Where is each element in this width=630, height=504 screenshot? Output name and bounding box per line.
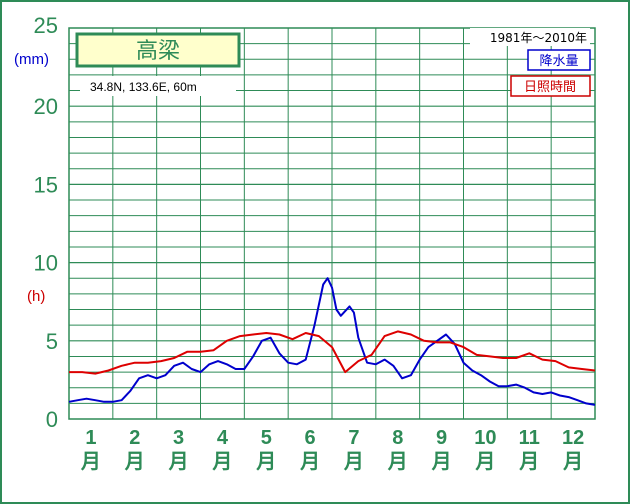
y-tick-label: 0 (46, 407, 58, 432)
x-tick-suffix: 月 (80, 449, 101, 473)
x-tick-suffix: 月 (474, 449, 495, 473)
x-tick-suffix: 月 (168, 449, 189, 473)
x-tick-label: 1 (85, 427, 96, 449)
legend-precip-box (527, 49, 591, 71)
x-tick-label: 5 (261, 427, 272, 449)
station-coords: 34.8N, 133.6E, 60m (90, 80, 197, 94)
period-box (470, 28, 590, 46)
y-tick-label: 20 (34, 94, 58, 119)
x-tick-label: 9 (436, 427, 447, 449)
series (68, 277, 596, 406)
x-tick-label: 2 (129, 427, 140, 449)
x-tick-suffix: 月 (255, 449, 276, 473)
x-tick-suffix: 月 (562, 449, 583, 473)
y-tick-label: 10 (34, 251, 58, 276)
x-tick-label: 11 (519, 427, 540, 449)
coords-box (80, 76, 236, 96)
x-tick-label: 4 (217, 427, 229, 449)
x-tick-label: 7 (348, 427, 359, 449)
sunshine-unit-label: (h) (27, 288, 45, 305)
x-tick-suffix: 月 (299, 449, 320, 473)
y-axis-ticks: 0 5 10 15 20 25 (34, 13, 58, 432)
station-name: 高梁 (136, 39, 180, 64)
y-tick-label: 15 (34, 172, 58, 197)
precip-unit-label: (mm) (14, 51, 49, 68)
x-tick-suffix: 月 (211, 449, 232, 473)
y-tick-label: 5 (46, 329, 58, 354)
x-tick-label: 12 (562, 427, 584, 449)
x-tick-suffix: 月 (431, 449, 452, 473)
legend-sunshine-label: 日照時間 (524, 80, 576, 95)
period-label: 1981年～2010年 (490, 31, 587, 45)
x-tick-suffix: 月 (124, 449, 145, 473)
x-tick-suffix: 月 (518, 449, 539, 473)
precip-line (68, 277, 596, 406)
x-tick-label: 8 (392, 427, 403, 449)
x-tick-label: 6 (305, 427, 316, 449)
title-box (75, 32, 241, 68)
y-tick-label: 25 (34, 13, 58, 38)
x-tick-label: 3 (173, 427, 184, 449)
sunshine-line (69, 330, 596, 375)
x-tick-label: 10 (474, 427, 496, 449)
legend-sunshine-box (510, 75, 591, 97)
legend-precip-label: 降水量 (539, 54, 578, 69)
x-tick-suffix: 月 (343, 449, 364, 473)
x-tick-suffix: 月 (387, 449, 408, 473)
